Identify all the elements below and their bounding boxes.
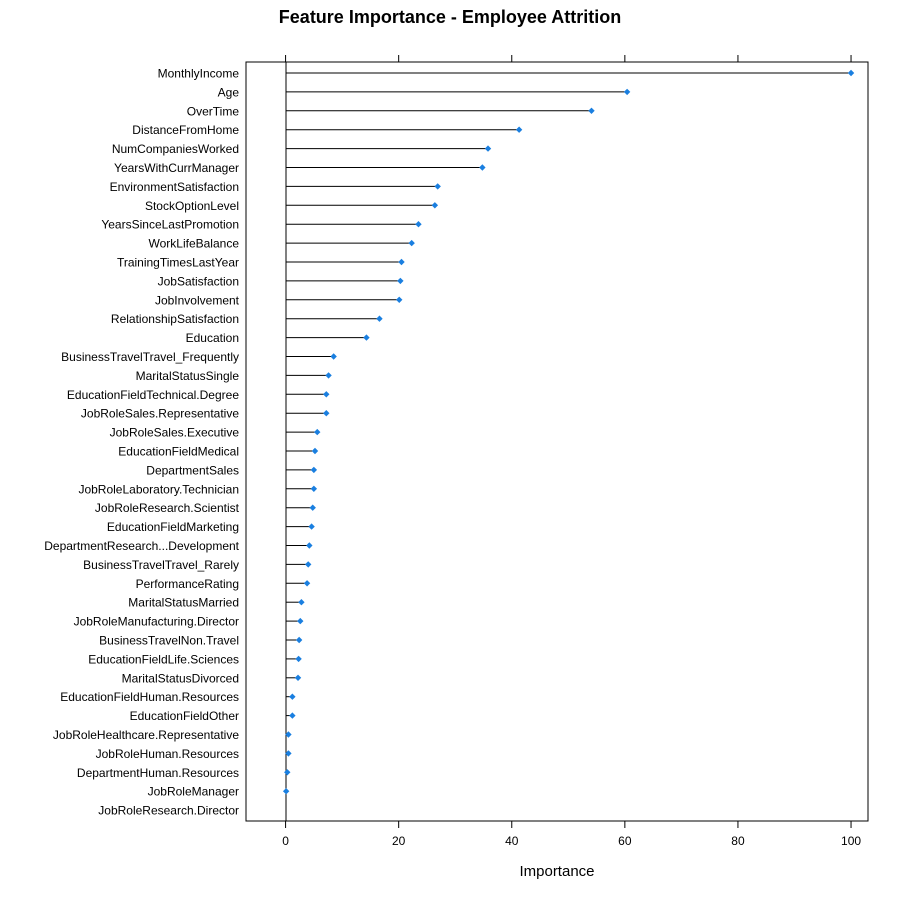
lollipop-point — [330, 353, 337, 360]
feature-label: PerformanceRating — [136, 577, 239, 591]
x-tick-label: 20 — [392, 834, 406, 848]
lollipop-point — [623, 88, 631, 96]
feature-label: JobRoleSales.Representative — [81, 407, 239, 421]
lollipop-point — [310, 485, 318, 492]
lollipop-point — [303, 580, 311, 587]
lollipop-point — [314, 428, 321, 436]
plot-frame — [245, 61, 869, 822]
feature-label: JobInvolvement — [155, 293, 240, 307]
lollipop-point — [408, 239, 415, 247]
lollipop-point — [284, 769, 291, 776]
lollipop-point — [847, 69, 855, 77]
lollipop-point — [323, 391, 330, 398]
lollipop-point — [325, 372, 332, 379]
feature-label: JobRoleHuman.Resources — [96, 747, 239, 761]
lollipop-point — [415, 221, 422, 228]
lollipop-point — [289, 693, 296, 700]
lollipop-point — [363, 334, 370, 341]
feature-label: StockOptionLevel — [145, 199, 239, 213]
lollipop-point — [289, 712, 296, 719]
feature-label: DepartmentHuman.Resources — [77, 766, 239, 780]
lollipop-point — [311, 447, 319, 455]
x-axis-label: Importance — [519, 863, 594, 880]
feature-label: MonthlyIncome — [158, 67, 240, 81]
feature-label: BusinessTravelNon.Travel — [99, 634, 239, 648]
feature-label: DepartmentSales — [146, 463, 239, 477]
lollipop-point — [323, 410, 330, 417]
feature-label: JobRoleManager — [148, 785, 239, 799]
lollipop-point — [305, 561, 312, 568]
feature-label: EducationFieldMarketing — [107, 520, 239, 534]
feature-label: TrainingTimesLastYear — [117, 256, 239, 270]
lollipop-point — [306, 542, 313, 549]
feature-label: EducationFieldHuman.Resources — [60, 690, 239, 704]
feature-label: MaritalStatusSingle — [136, 369, 240, 383]
lollipop-point — [297, 617, 304, 625]
x-tick-label: 100 — [841, 834, 861, 848]
feature-label: Age — [218, 85, 240, 99]
lollipop-point — [397, 277, 404, 285]
lollipop-point — [588, 107, 595, 114]
lollipop-point — [295, 636, 303, 644]
feature-label: JobRoleResearch.Scientist — [95, 501, 240, 515]
x-tick-label: 80 — [731, 834, 745, 848]
feature-label: YearsWithCurrManager — [114, 161, 239, 175]
lollipop-point — [295, 655, 302, 663]
feature-label: DepartmentResearch...Development — [44, 539, 239, 553]
lollipop-point — [479, 164, 486, 171]
feature-label: DistanceFromHome — [132, 123, 239, 137]
feature-label: JobRoleManufacturing.Director — [74, 615, 239, 629]
lollipop-point — [285, 731, 292, 738]
feature-label: EducationFieldTechnical.Degree — [67, 388, 239, 402]
lollipop-point — [376, 315, 383, 322]
lollipop-point — [515, 126, 523, 133]
feature-label: RelationshipSatisfaction — [111, 312, 239, 326]
lollipop-point — [308, 523, 315, 530]
x-tick-label: 0 — [282, 834, 289, 848]
feature-label: YearsSinceLastPromotion — [101, 218, 239, 232]
feature-label: MaritalStatusMarried — [128, 596, 239, 610]
lollipop-point — [310, 466, 318, 474]
feature-labels: MonthlyIncome Age OverTime DistanceFromHome… — [44, 67, 239, 818]
x-tick-label: 60 — [618, 834, 632, 848]
lollipop-point — [309, 504, 316, 511]
lollipop-point — [298, 599, 305, 606]
lollipop-point — [431, 202, 439, 209]
bottom-axis: 0 20 40 60 80 100 — [282, 821, 861, 848]
x-tick-label: 40 — [505, 834, 519, 848]
feature-label: BusinessTravelTravel_Rarely — [83, 558, 239, 572]
feature-label: EducationFieldLife.Sciences — [88, 652, 239, 666]
lollipop-point — [396, 296, 403, 303]
feature-label: JobSatisfaction — [158, 274, 239, 288]
feature-label: MaritalStatusDivorced — [122, 671, 239, 685]
feature-label: JobRoleResearch.Director — [98, 804, 239, 818]
lollipop-point — [434, 183, 441, 190]
feature-label: Education — [186, 331, 239, 345]
lollipop-point — [398, 258, 405, 266]
feature-label: JobRoleHealthcare.Representative — [53, 728, 239, 742]
feature-label: NumCompaniesWorked — [112, 142, 239, 156]
feature-label: EducationFieldOther — [130, 709, 239, 723]
feature-label: JobRoleLaboratory.Technician — [78, 482, 239, 496]
lollipop-point — [282, 788, 290, 795]
feature-label: WorkLifeBalance — [149, 237, 240, 251]
feature-label: EducationFieldMedical — [118, 445, 239, 459]
feature-label: BusinessTravelTravel_Frequently — [61, 350, 239, 364]
lollipop-point — [484, 145, 492, 152]
lollipop-marks — [282, 69, 855, 795]
chart-title: Feature Importance - Employee Attrition — [279, 7, 621, 27]
feature-label: OverTime — [187, 104, 240, 118]
feature-label: EnvironmentSatisfaction — [110, 180, 239, 194]
lollipop-point — [285, 750, 292, 757]
lollipop-point — [294, 674, 302, 681]
top-axis-ticks — [285, 55, 852, 62]
feature-label: JobRoleSales.Executive — [110, 426, 240, 440]
